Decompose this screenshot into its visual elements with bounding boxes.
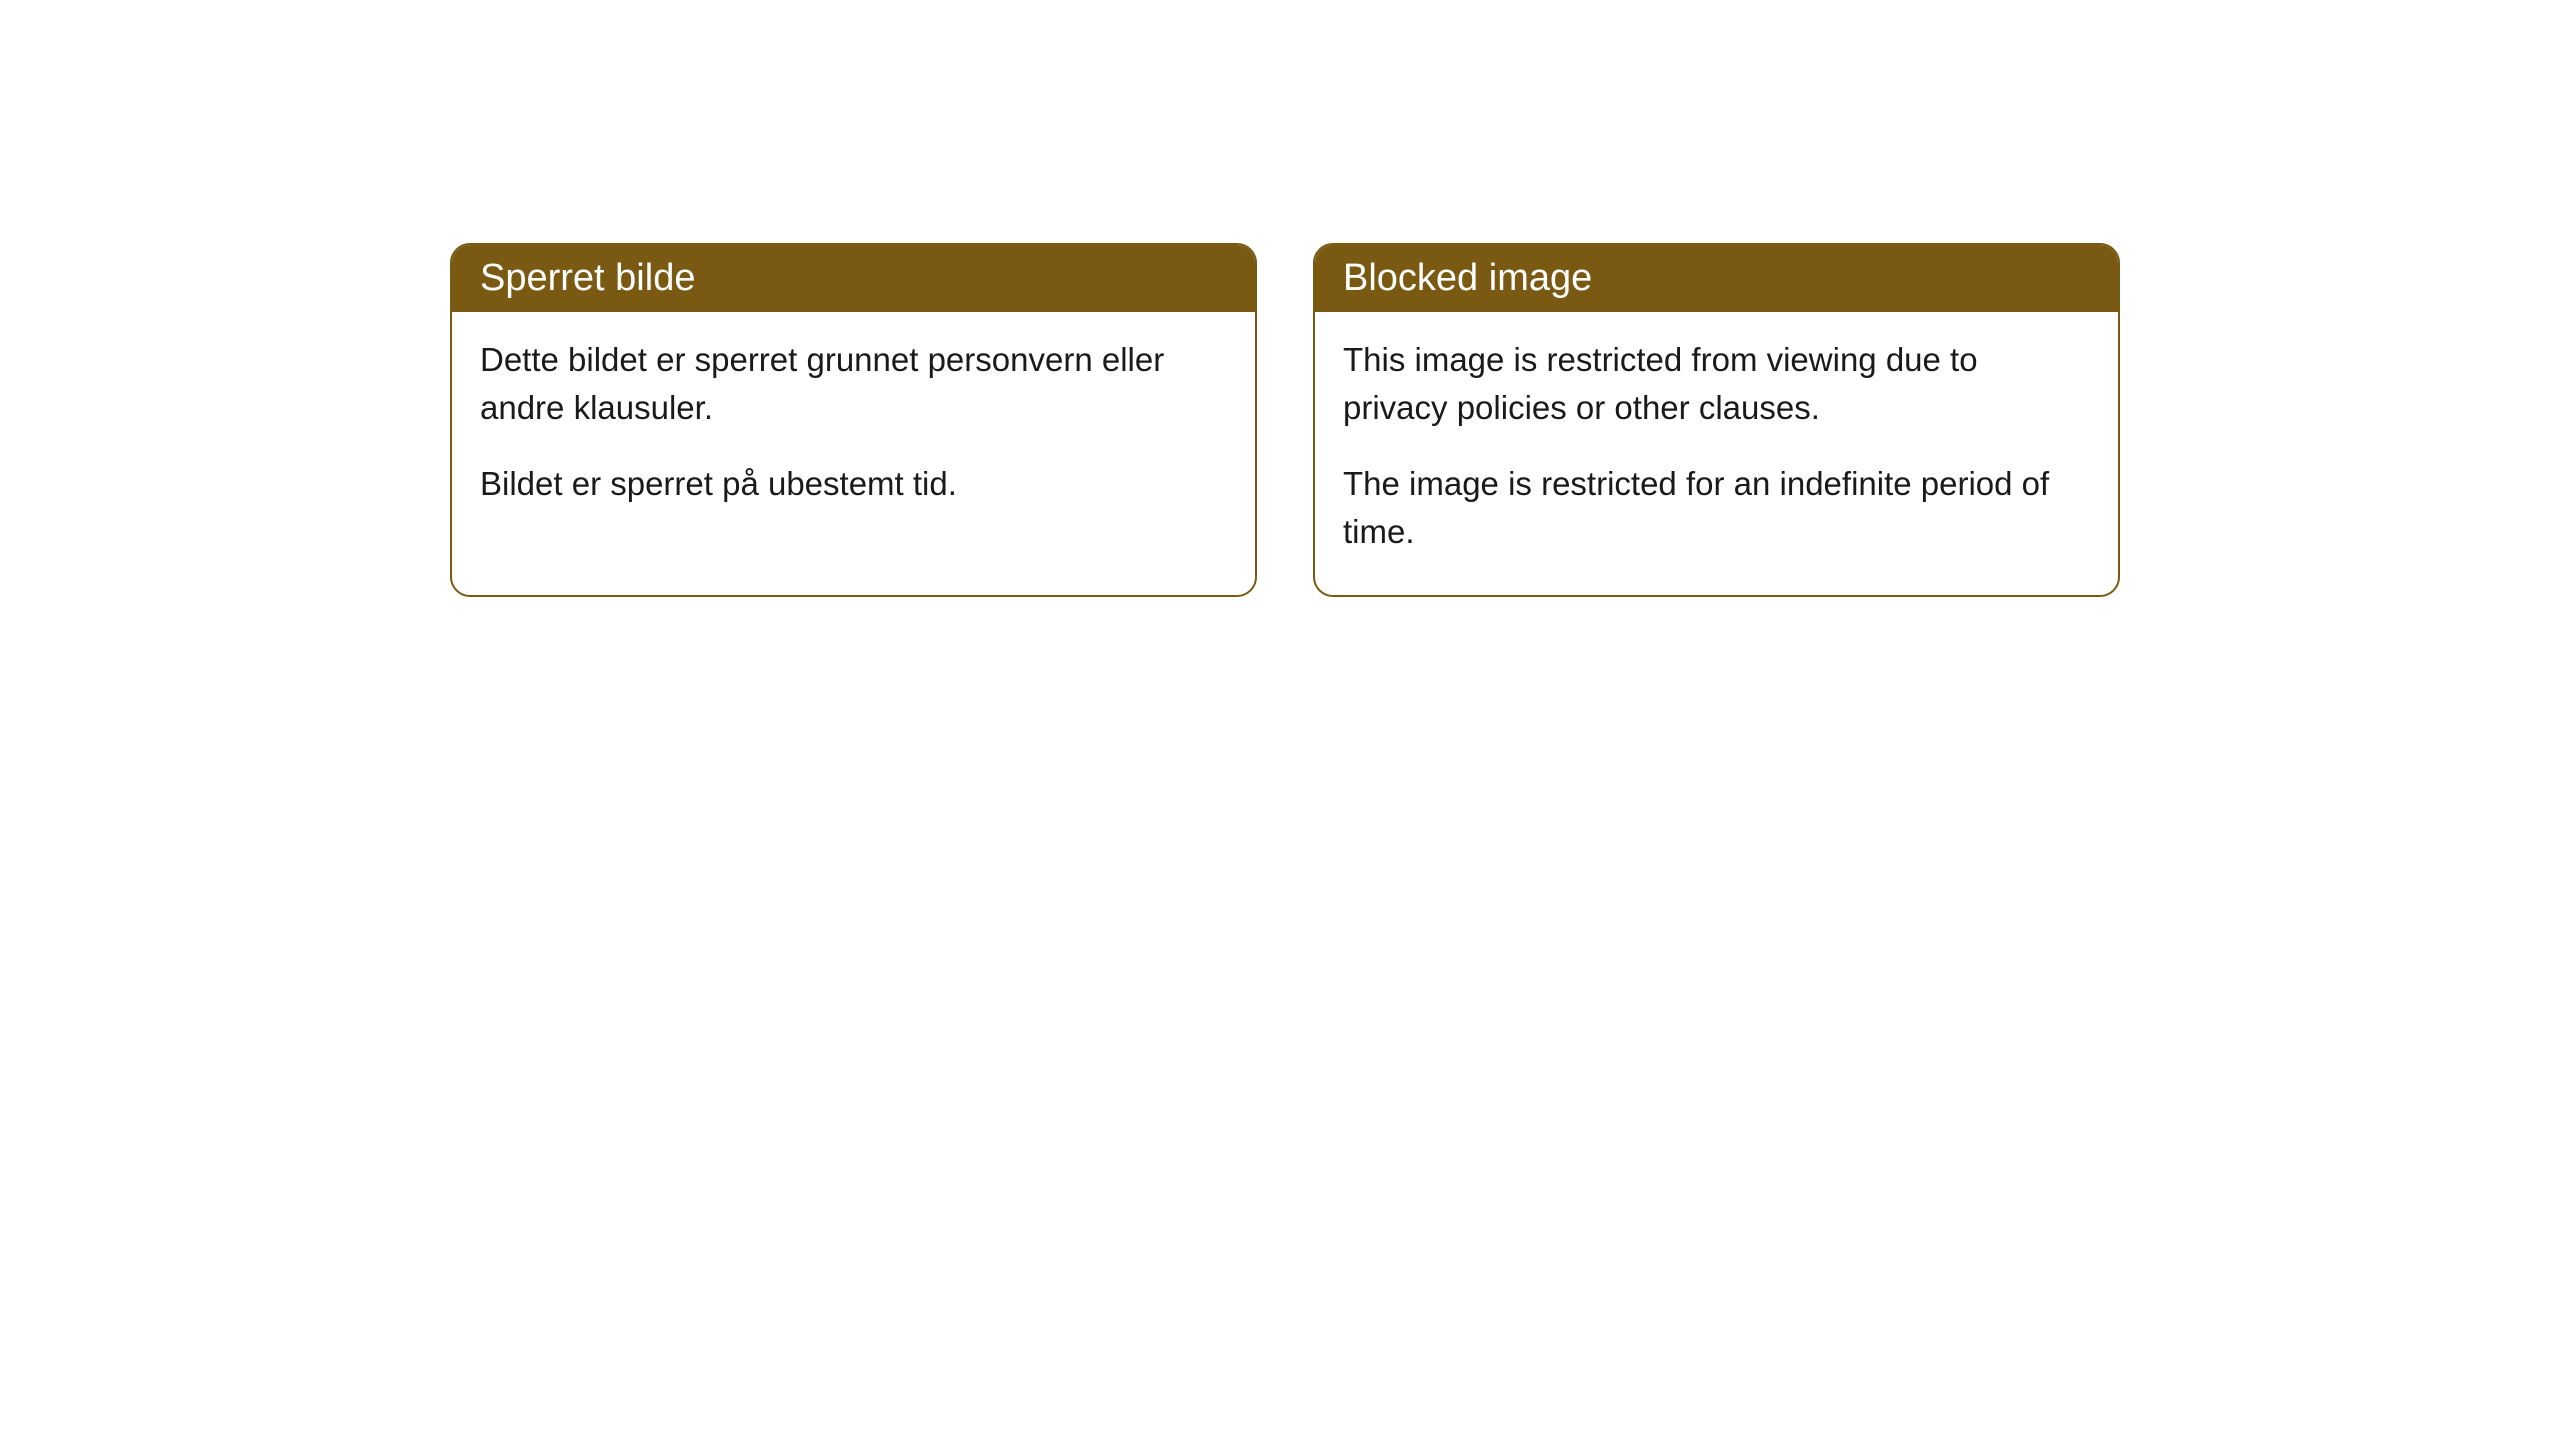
card-paragraph: This image is restricted from viewing du… bbox=[1343, 336, 2090, 432]
blocked-image-card-en: Blocked image This image is restricted f… bbox=[1313, 243, 2120, 597]
cards-container: Sperret bilde Dette bildet er sperret gr… bbox=[450, 243, 2120, 597]
blocked-image-card-no: Sperret bilde Dette bildet er sperret gr… bbox=[450, 243, 1257, 597]
card-paragraph: The image is restricted for an indefinit… bbox=[1343, 460, 2090, 556]
card-header: Sperret bilde bbox=[452, 245, 1255, 312]
card-body: Dette bildet er sperret grunnet personve… bbox=[452, 312, 1255, 548]
card-header: Blocked image bbox=[1315, 245, 2118, 312]
card-paragraph: Dette bildet er sperret grunnet personve… bbox=[480, 336, 1227, 432]
card-paragraph: Bildet er sperret på ubestemt tid. bbox=[480, 460, 1227, 508]
card-body: This image is restricted from viewing du… bbox=[1315, 312, 2118, 595]
